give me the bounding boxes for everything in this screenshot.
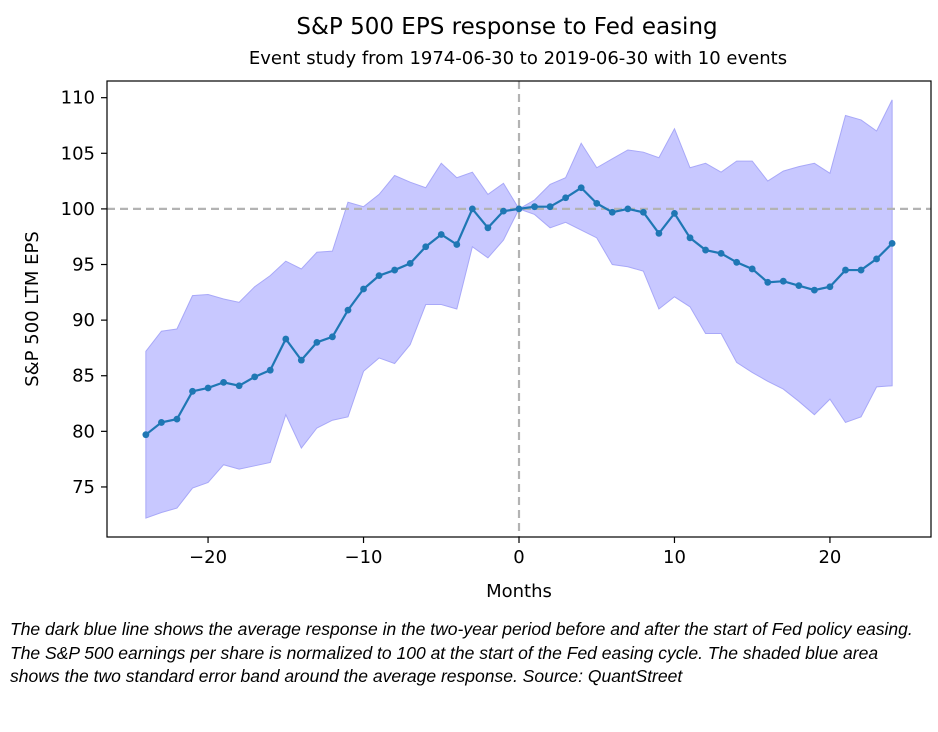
data-point: [142, 431, 150, 439]
x-tick-label: 20: [818, 547, 841, 568]
y-tick-label: 95: [72, 255, 95, 276]
data-point: [468, 205, 476, 213]
data-point: [779, 277, 787, 285]
x-tick-label: −10: [345, 547, 383, 568]
confidence-band: [145, 99, 893, 519]
data-point: [764, 278, 772, 286]
data-point: [344, 306, 352, 314]
y-tick-label: 80: [72, 421, 95, 442]
average-response-series: [142, 184, 896, 439]
data-point: [158, 419, 165, 426]
data-point: [375, 272, 383, 280]
data-point: [624, 205, 632, 213]
data-point: [639, 208, 647, 216]
y-tick-label: 100: [61, 199, 95, 220]
data-point: [484, 224, 492, 232]
data-point: [251, 373, 259, 381]
data-point: [297, 356, 305, 364]
data-point: [748, 265, 756, 273]
data-point: [329, 333, 336, 341]
data-point: [873, 255, 880, 263]
x-axis-label: Months: [486, 581, 552, 602]
y-axis-label: S&P 500 LTM EPS: [22, 231, 43, 387]
data-point: [391, 266, 399, 274]
y-axis: 75 80 85 90 95 100 105 110: [61, 88, 107, 498]
x-tick-label: −20: [189, 547, 227, 568]
data-point: [437, 231, 445, 238]
data-point: [888, 239, 896, 247]
data-point: [842, 266, 849, 274]
data-point: [531, 203, 538, 211]
data-point: [795, 282, 803, 290]
x-axis: −20 −10 0 10 20: [189, 537, 841, 568]
data-point: [733, 258, 741, 266]
data-point: [546, 203, 554, 211]
data-point: [577, 184, 585, 192]
chart: −20 −10 0 10 20 75 80 85 90 95 100 105 110 Months S…: [22, 80, 932, 602]
x-tick-label: 10: [663, 547, 686, 568]
data-point: [686, 234, 694, 242]
data-point: [406, 260, 414, 267]
data-point: [811, 286, 818, 294]
data-point: [857, 266, 865, 274]
confidence-band-group: [145, 99, 893, 519]
data-point: [593, 199, 601, 207]
chart-title: S&P 500 EPS response to Fed easing: [296, 14, 718, 40]
data-point: [500, 207, 507, 215]
data-point: [655, 229, 663, 237]
y-tick-label: 75: [72, 477, 95, 498]
y-tick-label: 105: [61, 143, 95, 164]
data-point: [453, 241, 461, 248]
y-tick-label: 90: [72, 310, 95, 331]
x-tick-label: 0: [513, 547, 524, 568]
y-tick-label: 85: [72, 366, 95, 387]
chart-subtitle: Event study from 1974-06-30 to 2019-06-3…: [248, 48, 788, 69]
data-point: [717, 249, 725, 257]
data-point: [422, 243, 430, 251]
figure-caption: The dark blue line shows the average res…: [10, 619, 913, 686]
data-point: [360, 285, 367, 293]
data-point: [608, 208, 616, 216]
data-point: [266, 366, 274, 374]
data-point: [562, 194, 570, 202]
reference-lines: [107, 81, 931, 537]
data-point: [826, 283, 834, 291]
data-point: [671, 209, 678, 217]
data-point: [235, 382, 243, 390]
data-point: [282, 335, 290, 343]
data-point: [313, 338, 321, 346]
data-point: [515, 205, 523, 213]
data-point: [702, 246, 709, 254]
y-tick-label: 110: [61, 88, 95, 109]
data-point: [173, 415, 181, 423]
data-point: [189, 387, 196, 395]
data-point: [204, 384, 212, 392]
data-point: [220, 379, 228, 386]
